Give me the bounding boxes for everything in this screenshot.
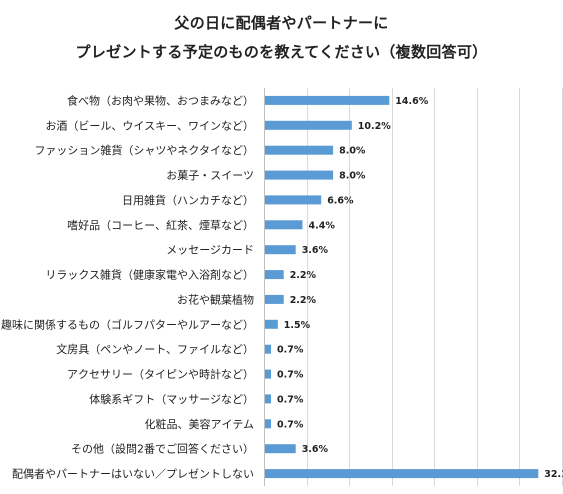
data-label: 3.6% (302, 444, 329, 455)
bar (265, 145, 334, 155)
data-label: 2.2% (290, 295, 317, 306)
data-label: 0.7% (277, 394, 304, 405)
category-label: 文房具（ペンやノート、ファイルなど） (56, 342, 254, 356)
bar (265, 469, 539, 479)
data-label: 0.7% (277, 419, 304, 430)
data-label: 8.0% (339, 171, 366, 182)
bar (265, 220, 303, 230)
data-label: 14.6% (395, 96, 428, 107)
bar (265, 369, 271, 379)
category-label: リラックス雑貨（健康家電や入浴剤など） (45, 268, 254, 282)
bar (265, 95, 390, 105)
data-label: 2.2% (290, 270, 317, 281)
category-label: 化粧品、美容アイテム (145, 417, 254, 431)
data-label: 32.1% (544, 469, 563, 480)
bar (265, 270, 284, 280)
chart-subtitle: プレゼントする予定のものを教えてください（複数回答可） (75, 43, 488, 61)
category-label: お酒（ビール、ウイスキー、ワインなど） (45, 119, 254, 132)
data-label: 10.2% (358, 121, 391, 132)
category-label: メッセージカード (166, 244, 254, 257)
bar (265, 120, 352, 130)
category-label: 食べ物（お肉や果物、おつまみなど） (67, 93, 254, 107)
data-label: 3.6% (302, 245, 329, 256)
category-label: お花や観葉植物 (177, 292, 254, 306)
bar (265, 394, 271, 404)
bar (265, 419, 271, 429)
bar (265, 344, 271, 354)
bar (265, 170, 334, 180)
category-label: ファッション雑貨（シャツやネクタイなど） (34, 143, 254, 157)
chart-title: 父の日に配偶者やパートナーに (174, 14, 389, 32)
data-label: 8.0% (339, 146, 366, 157)
category-label: お菓子・スイーツ (166, 169, 254, 182)
bar (265, 444, 296, 454)
category-label: 日用雑貨（ハンカチなど） (122, 193, 254, 207)
category-label: 趣味に関係するもの（ゴルフパターやルアーなど） (1, 317, 254, 331)
bar (265, 195, 322, 205)
category-label: 体験系ギフト（マッサージなど） (89, 392, 254, 406)
category-label: 配偶者やパートナーはいない／プレゼントしない (12, 468, 254, 481)
category-label: アクセサリー（タイピンや時計など） (67, 367, 254, 381)
data-label: 0.7% (277, 345, 304, 356)
bar (265, 319, 278, 329)
data-label: 6.6% (327, 195, 354, 206)
bar (265, 294, 284, 304)
bar (265, 245, 296, 255)
category-label: その他（設問2番でご回答ください） (71, 442, 254, 456)
category-label: 嗜好品（コーヒー、紅茶、煙草など） (67, 218, 254, 232)
data-label: 1.5% (284, 320, 311, 331)
data-label: 0.7% (277, 370, 304, 381)
data-label: 4.4% (309, 220, 336, 231)
